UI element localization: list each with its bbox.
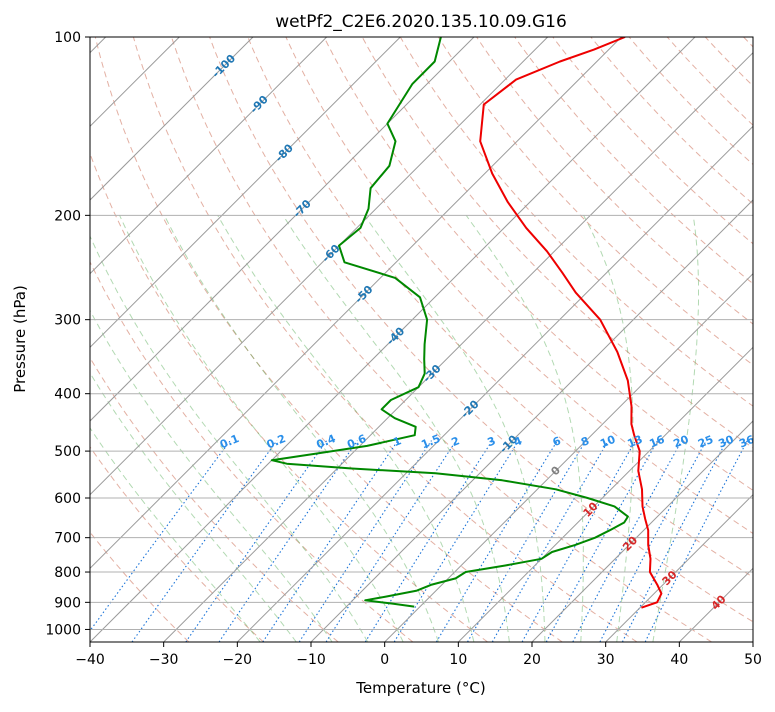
moist-adiabat-line [120,215,404,642]
moist-adiabat-line [218,215,474,642]
mixing-ratio-line [186,441,327,642]
y-tick-label: 400 [54,387,81,403]
isotherm-line [458,37,775,642]
temperature-profile-line [480,37,661,608]
x-tick-label: −10 [296,652,326,668]
mixing-ratio-label: 20 [672,433,691,451]
x-tick-label: 10 [449,652,467,668]
y-axis-ticks: 100 200 300 400 500 600 700 800 900 1000 [45,30,90,638]
dry-adiabat-line [19,37,413,642]
mixing-ratio-line [219,441,357,642]
moist-adiabat-line [81,215,368,642]
plot-area: -100-90-80-70-60-50-40-30-20-10010203040… [0,37,775,642]
mixing-ratio-line [645,441,747,642]
mixing-ratio-label: 16 [647,433,666,451]
y-tick-label: 100 [54,30,81,46]
y-tick-label: 1000 [45,622,81,638]
isotherm-line [385,37,775,642]
mixing-ratio-label: 0.4 [315,432,338,451]
y-tick-label: 700 [54,531,81,547]
mixing-ratio-line [600,441,706,642]
isotherm-line [0,37,327,642]
y-tick-label: 200 [54,208,81,224]
dry-adiabat-line [438,37,775,642]
isotherm-line [237,37,775,642]
chart-title: wetPf2_C2E6.2020.135.10.09.G16 [275,12,567,32]
mixing-ratio-line [546,441,657,642]
dry-adiabat-line [57,37,488,642]
mixing-ratio-label: 10 [598,433,617,451]
y-tick-label: 300 [54,313,81,329]
mixing-ratio-label: 8 [579,434,591,449]
mixing-ratio-line [394,441,519,642]
x-tick-label: −30 [149,652,179,668]
isotherm-line [532,37,775,642]
dry-adiabat-line [553,37,775,642]
moist-adiabat-line [0,215,260,642]
isotherm-line [311,37,775,642]
dry-adiabat-line [744,37,775,642]
x-tick-label: −20 [223,652,253,668]
isotherm-line [679,37,775,642]
x-tick-label: 40 [670,652,688,668]
mixing-ratio-label: 0.6 [345,432,368,451]
x-tick-label: 50 [744,652,762,668]
dry-adiabat-line [591,37,775,642]
isotherm-line [0,37,474,642]
isotherm-line [0,37,253,642]
y-tick-label: 500 [54,444,81,460]
mixing-ratio-label: 25 [696,433,715,451]
x-axis-label: Temperature (°C) [355,679,485,697]
mixing-ratio-label: 3 [486,434,498,449]
mixing-ratio-label: 0.2 [265,432,288,451]
moist-adiabats [0,215,699,642]
x-tick-label: −40 [75,652,105,668]
dry-adiabat-line [705,37,775,642]
x-tick-label: 20 [523,652,541,668]
dry-adiabat-line [0,37,338,642]
dry-adiabat-line [667,37,775,642]
isobars [90,37,753,629]
mixing-ratio-label: 13 [625,433,644,451]
mixing-ratio-label: 36 [737,433,756,451]
profile-lines [272,37,662,608]
y-tick-label: 900 [54,595,81,611]
x-tick-label: 30 [597,652,615,668]
isotherm-line [0,37,400,642]
mixing-ratio-line [132,441,277,642]
mixing-ratio-label: 0.1 [218,432,241,451]
dewpoint-profile-line [272,37,628,607]
isotherm-line [164,37,769,642]
x-axis-ticks: −40 −30 −20 −10 0 10 20 30 40 50 [75,642,762,668]
y-tick-label: 600 [54,491,81,507]
mixing-ratio-label: 30 [717,433,736,451]
dry-adiabat-line [0,37,263,642]
mixing-ratio-line [82,441,231,642]
y-tick-label: 800 [54,565,81,581]
inline-labels: -100-90-80-70-60-50-40-30-20-10010203040… [209,52,756,613]
y-axis-label: Pressure (hPa) [11,285,29,393]
mixing-ratio-label: 1.5 [419,432,442,451]
x-tick-label: 0 [380,652,389,668]
isotherm-line [16,37,621,642]
mixing-ratio-label: 1 [391,434,403,449]
mixing-ratio-label: 6 [551,434,563,449]
isotherm-line [753,37,775,642]
